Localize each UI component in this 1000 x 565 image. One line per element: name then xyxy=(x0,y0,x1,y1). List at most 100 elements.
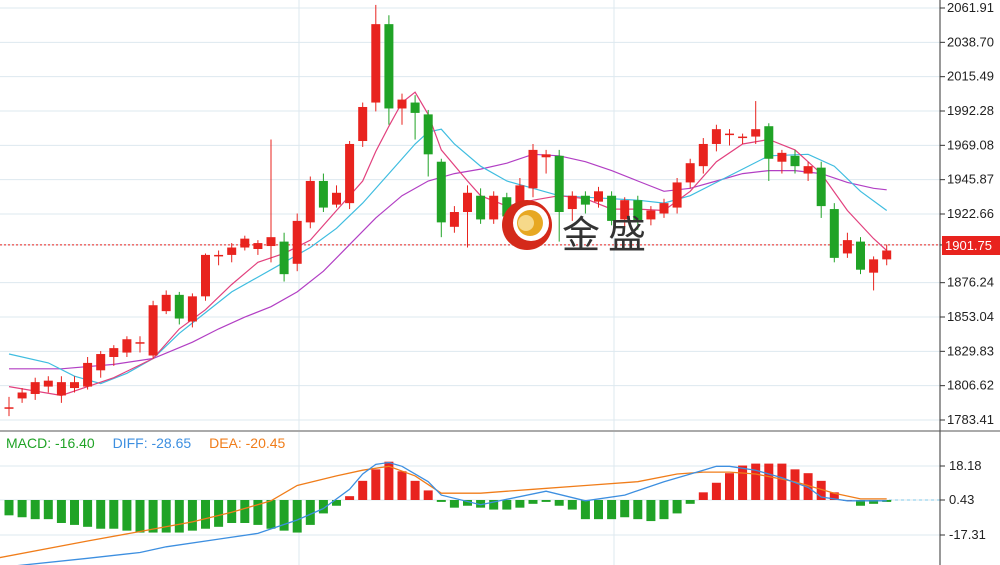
candle-body xyxy=(607,195,617,221)
candle xyxy=(777,149,787,174)
y-tick-label: -17.31 xyxy=(949,527,986,542)
dea-legend-value: DEA: -20.45 xyxy=(209,435,286,451)
y-tick-label: 1922.66 xyxy=(947,206,994,221)
candle xyxy=(174,291,184,325)
candle-body xyxy=(777,152,787,162)
macd-bar xyxy=(83,500,93,527)
macd-bar xyxy=(161,500,171,533)
candle xyxy=(384,15,394,125)
macd-bar xyxy=(580,500,590,520)
candle-body xyxy=(620,200,630,220)
candle xyxy=(371,4,381,112)
ma10-line xyxy=(8,128,888,385)
candle xyxy=(4,396,14,417)
candle-body xyxy=(463,192,472,213)
candle xyxy=(803,161,813,181)
macd-bar xyxy=(659,500,669,520)
macd-bar xyxy=(135,500,145,533)
macd-bar xyxy=(4,500,14,516)
candle xyxy=(646,206,656,226)
candle xyxy=(882,244,892,266)
ma20-line xyxy=(9,153,887,370)
macd-bar xyxy=(17,500,27,518)
candle-body xyxy=(96,354,106,371)
macd-bar xyxy=(554,500,564,506)
candle xyxy=(476,188,486,224)
candle-body xyxy=(240,238,250,248)
macd-bar xyxy=(201,500,210,529)
candle-body xyxy=(358,106,368,142)
macd-lines xyxy=(0,461,887,565)
macd-bar xyxy=(476,500,486,508)
candle-body xyxy=(829,209,839,258)
macd-bar xyxy=(633,500,643,520)
macd-bar xyxy=(502,500,512,510)
macd-bar xyxy=(620,500,630,518)
candle-body xyxy=(659,203,669,214)
macd-bar xyxy=(489,500,499,510)
watermark-text: 金盛 xyxy=(562,213,655,257)
diff-line xyxy=(17,461,887,565)
macd-bar xyxy=(463,500,472,506)
macd-bar xyxy=(30,500,40,520)
macd-bar xyxy=(436,500,446,502)
macd-bar xyxy=(790,469,800,500)
candle xyxy=(738,133,748,144)
candle-body xyxy=(292,220,302,264)
candle-body xyxy=(738,136,748,139)
candle xyxy=(751,101,761,144)
macd-bar xyxy=(829,492,839,500)
y-tick-label: 1806.62 xyxy=(947,378,994,393)
macd-legend: MACD: -16.40 DIFF: -28.65 DEA: -20.45 xyxy=(6,435,299,451)
candle xyxy=(607,191,617,226)
candle xyxy=(201,253,210,301)
candle-body xyxy=(528,149,538,189)
diff-legend-value: DIFF: -28.65 xyxy=(112,435,192,451)
macd-bar xyxy=(869,500,879,504)
candle-body xyxy=(266,237,276,247)
macd-bar xyxy=(423,490,433,500)
y-tick-label: 1969.08 xyxy=(947,137,994,152)
candle-body xyxy=(698,143,708,167)
macd-bar xyxy=(738,465,748,500)
macd-bar xyxy=(856,500,865,506)
macd-bar xyxy=(148,500,158,533)
candlestick-series xyxy=(4,4,892,417)
macd-bar xyxy=(711,482,721,500)
candle xyxy=(30,377,40,400)
candle xyxy=(711,124,721,152)
candle xyxy=(541,149,551,174)
macd-bar xyxy=(607,500,617,520)
y-tick-label: 1876.24 xyxy=(947,275,994,290)
candle-body xyxy=(725,133,734,136)
macd-bar xyxy=(358,480,368,500)
candle xyxy=(83,356,93,390)
candle-body xyxy=(685,163,695,183)
candle-body xyxy=(790,155,800,167)
macd-bar xyxy=(698,492,708,500)
candle xyxy=(449,206,459,233)
macd-bar xyxy=(214,500,224,527)
candle xyxy=(96,351,106,378)
macd-bar xyxy=(122,500,132,531)
candle xyxy=(410,95,420,140)
candle-body xyxy=(174,294,184,319)
macd-bar xyxy=(266,500,276,529)
candle xyxy=(829,203,839,263)
candle xyxy=(698,138,708,174)
macd-bar xyxy=(109,500,119,529)
y-tick-label: 1945.87 xyxy=(947,172,994,187)
candle-body xyxy=(410,102,420,113)
candle-body xyxy=(30,382,40,394)
macd-bar xyxy=(227,500,237,523)
candle xyxy=(292,213,302,272)
macd-bar xyxy=(777,463,787,500)
candle xyxy=(43,376,53,393)
candle-body xyxy=(161,294,171,312)
macd-bar xyxy=(174,500,184,533)
candle xyxy=(109,345,119,366)
macd-bar xyxy=(43,500,53,520)
macd-bar xyxy=(56,500,66,523)
